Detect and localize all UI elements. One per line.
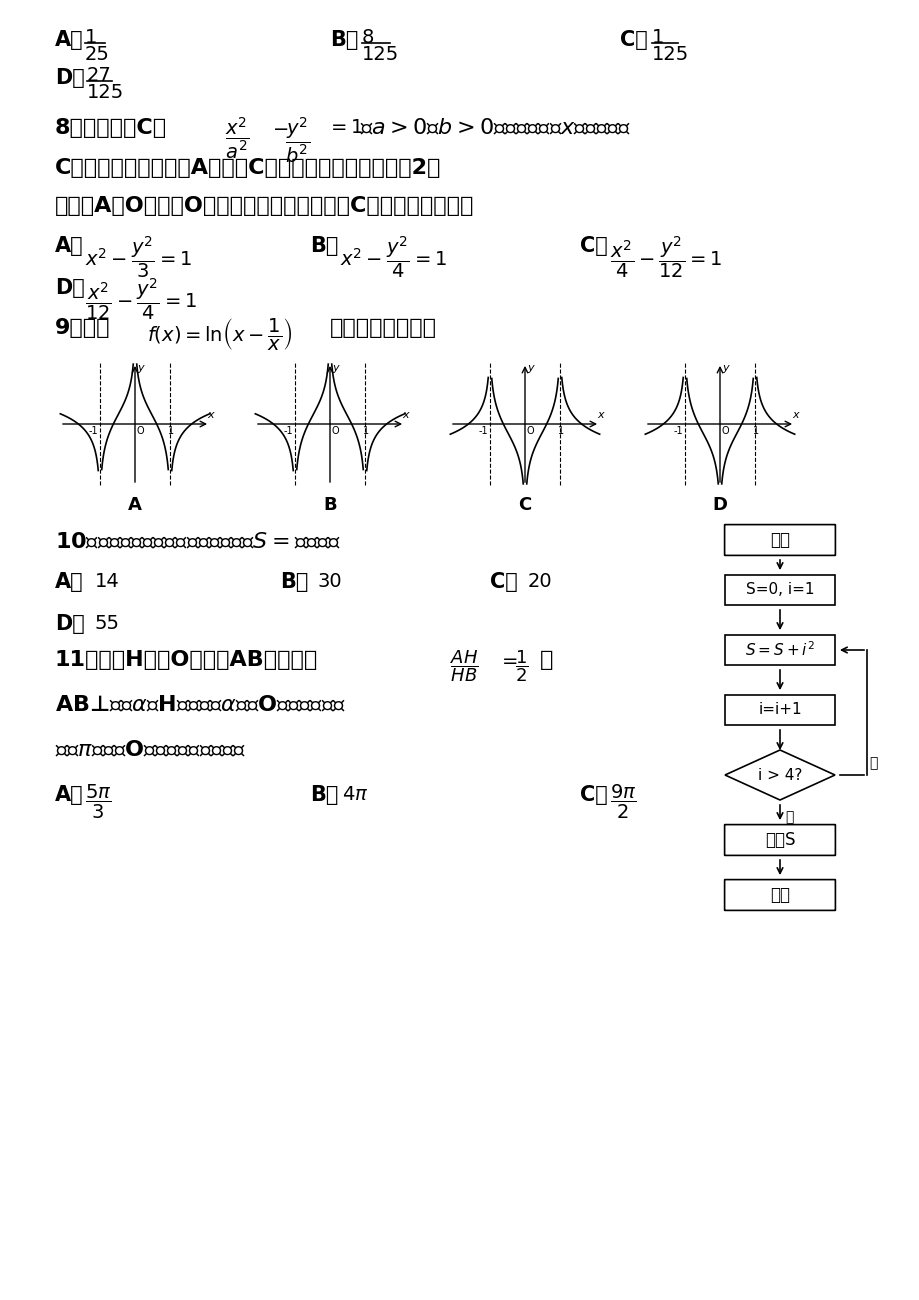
Text: $x$: $x$ [596,410,606,420]
Text: $=$: $=$ [497,650,517,670]
Polygon shape [724,750,834,800]
Text: $\dfrac{x^2}{a^2}$: $\dfrac{x^2}{a^2}$ [225,116,249,161]
Text: $=1$: $=1$ [326,118,363,136]
Text: -1: -1 [283,426,292,436]
Text: $y$: $y$ [527,363,536,374]
Text: $y$: $y$ [137,363,146,374]
Text: 25: 25 [85,46,109,64]
Text: $\dfrac{5\pi}{3}$: $\dfrac{5\pi}{3}$ [85,783,111,822]
Text: C．: C． [579,237,607,256]
Text: A．: A． [55,30,84,49]
Text: 圆经过A、O两点（O为坐标原点），则双曲线C的方程为（　　）: 圆经过A、O两点（O为坐标原点），则双曲线C的方程为（ ） [55,196,474,216]
Text: $x$: $x$ [207,410,216,420]
Text: B．: B． [310,237,338,256]
Text: O: O [527,426,534,436]
Text: $x^2-\dfrac{y^2}{4}=1$: $x^2-\dfrac{y^2}{4}=1$ [340,234,447,280]
Text: D．: D． [55,614,85,634]
Text: D．: D． [55,68,85,88]
Text: 20: 20 [528,572,552,592]
Text: $y$: $y$ [332,363,341,374]
Text: O: O [721,426,729,436]
Text: $x$: $x$ [791,410,800,420]
Text: B．: B． [279,572,308,592]
Text: A．: A． [55,785,84,805]
Text: 结束: 结束 [769,887,789,903]
Text: 1: 1 [752,426,758,436]
Text: i=i+1: i=i+1 [757,702,801,718]
Text: B．: B． [310,785,338,805]
Text: D: D [711,497,727,514]
Text: A．: A． [55,572,84,592]
Text: $-$: $-$ [272,118,288,136]
Text: （$a>0$，$b>0$）的右顶点作$x$轴的垂线与: （$a>0$，$b>0$）的右顶点作$x$轴的垂线与 [359,118,630,138]
Text: D．: D． [55,278,85,298]
Text: -1: -1 [88,426,98,436]
Text: 11、已知H是球O的直径AB上一点，: 11、已知H是球O的直径AB上一点， [55,650,318,670]
Bar [724,575,834,604]
Text: C的一条渐近线相交于A．若以C的右焦点为圆心、半径为2的: C的一条渐近线相交于A．若以C的右焦点为圆心、半径为2的 [55,159,441,178]
Text: $\dfrac{x^2}{4}-\dfrac{y^2}{12}=1$: $\dfrac{x^2}{4}-\dfrac{y^2}{12}=1$ [609,234,721,280]
Text: 8: 8 [361,29,374,47]
Text: A．: A． [55,237,84,256]
Text: O: O [332,426,339,436]
Bar [724,696,834,725]
Text: $\dfrac{9\pi}{2}$: $\dfrac{9\pi}{2}$ [609,783,636,822]
Text: 开始: 开始 [769,530,789,549]
Text: B．: B． [330,30,358,49]
Text: A: A [128,497,142,514]
Text: -1: -1 [673,426,682,436]
Text: i > 4?: i > 4? [757,767,801,783]
Text: 1: 1 [363,426,369,436]
Text: ，: ， [539,650,552,670]
Text: 积为$\pi$，则球O的表面积为（　　）: 积为$\pi$，则球O的表面积为（ ） [55,740,245,760]
Text: $\dfrac{AH}{HB}$: $\dfrac{AH}{HB}$ [449,647,478,684]
Text: O: O [137,426,144,436]
FancyBboxPatch shape [724,525,834,555]
Text: $\dfrac{x^2}{12}-\dfrac{y^2}{4}=1$: $\dfrac{x^2}{12}-\dfrac{y^2}{4}=1$ [85,276,197,322]
Text: 125: 125 [361,46,399,64]
Text: 125: 125 [652,46,688,64]
Text: $x^2-\dfrac{y^2}{3}=1$: $x^2-\dfrac{y^2}{3}=1$ [85,234,191,280]
Bar [724,634,834,666]
Text: C．: C． [579,785,607,805]
Text: $x$: $x$ [402,410,411,420]
Text: B: B [323,497,336,514]
Text: -1: -1 [478,426,487,436]
Text: 8、过双曲线C：: 8、过双曲线C： [55,118,167,138]
Text: $y$: $y$ [721,363,731,374]
Text: $4\pi$: $4\pi$ [342,785,368,803]
Text: 30: 30 [318,572,342,592]
Text: $f(x)=\ln\!\left(x-\dfrac{1}{x}\right)$: $f(x)=\ln\!\left(x-\dfrac{1}{x}\right)$ [147,316,292,352]
Text: 1: 1 [558,426,563,436]
Text: 1: 1 [168,426,174,436]
Text: 1: 1 [652,29,664,47]
Text: 10、阅读右面的程序框图，则输出的$S=$（　　）: 10、阅读右面的程序框图，则输出的$S=$（ ） [55,532,341,552]
Text: 的图象是（　　）: 的图象是（ ） [330,318,437,338]
Text: 55: 55 [95,614,119,633]
Text: C．: C． [619,30,647,49]
Text: S=0, i=1: S=0, i=1 [745,582,813,598]
Text: 输出S: 输出S [764,831,794,849]
Text: 27: 27 [87,66,111,84]
FancyBboxPatch shape [724,880,834,910]
FancyBboxPatch shape [724,824,834,855]
Text: AB⊥平面$\alpha$，H为垂足，$\alpha$截球O所得截面的面: AB⊥平面$\alpha$，H为垂足，$\alpha$截球O所得截面的面 [55,696,346,715]
Text: 125: 125 [87,83,124,101]
Text: 是: 是 [784,810,792,824]
Text: $S=S+i^2$: $S=S+i^2$ [744,641,814,659]
Text: 1: 1 [85,29,97,47]
Text: 否: 否 [868,757,877,770]
Text: C．: C． [490,572,517,592]
Text: C: C [517,497,531,514]
Text: 14: 14 [95,572,119,592]
Text: 9、函数: 9、函数 [55,318,110,338]
Text: $\dfrac{1}{2}$: $\dfrac{1}{2}$ [515,647,528,684]
Text: $\dfrac{y^2}{b^2}$: $\dfrac{y^2}{b^2}$ [285,116,310,165]
